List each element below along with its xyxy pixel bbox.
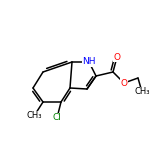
Text: CH₃: CH₃ <box>134 88 150 97</box>
Text: NH: NH <box>82 57 96 67</box>
Text: Cl: Cl <box>53 114 61 123</box>
Text: O: O <box>121 78 128 88</box>
Text: CH₃: CH₃ <box>26 112 42 121</box>
Text: O: O <box>114 52 121 62</box>
